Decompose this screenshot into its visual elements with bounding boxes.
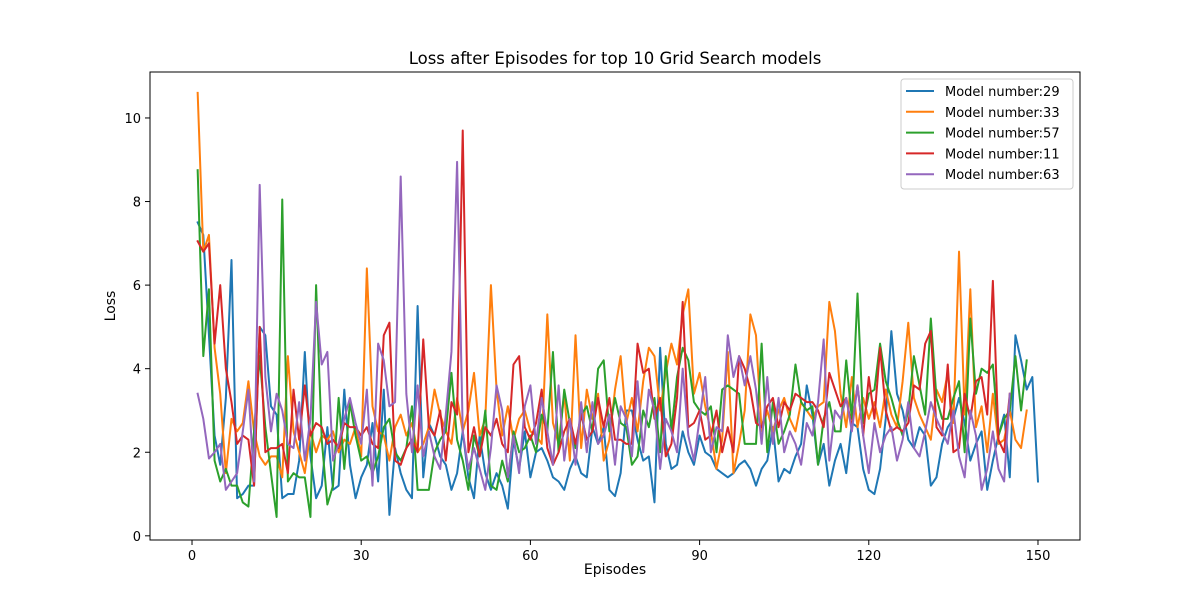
chart-title: Loss after Episodes for top 10 Grid Sear…: [409, 49, 822, 68]
y-tick-label: 10: [124, 112, 141, 127]
legend-label-4: Model number:11: [945, 147, 1060, 162]
y-tick-label: 4: [133, 363, 141, 378]
legend-label-5: Model number:63: [945, 168, 1060, 183]
series-line-4: [196, 129, 1011, 487]
series-line-1: [196, 221, 1040, 516]
legend: Model number:29 Model number:33 Model numb…: [900, 78, 1074, 190]
plot-frame: [149, 71, 1081, 541]
x-tick-label: 60: [522, 549, 539, 564]
legend-box: [900, 78, 1074, 190]
series-group: [196, 91, 1040, 519]
y-tick-label: 2: [133, 446, 141, 461]
series-line-5: [196, 160, 1011, 491]
x-tick-label: 30: [353, 549, 370, 564]
legend-label-2: Model number:33: [945, 106, 1060, 121]
y-tick-label: 6: [133, 279, 141, 294]
x-axis: 0 30 60 90 120 150: [188, 540, 1051, 564]
x-tick-label: 120: [856, 549, 881, 564]
x-tick-label: 150: [1026, 549, 1051, 564]
y-tick-label: 8: [133, 196, 141, 211]
x-axis-label: Episodes: [584, 562, 646, 578]
y-tick-label: 0: [133, 530, 141, 545]
legend-label-3: Model number:57: [945, 127, 1060, 142]
x-tick-label: 90: [691, 549, 708, 564]
y-axis-label: Loss: [103, 291, 119, 322]
x-tick-label: 0: [188, 549, 196, 564]
legend-label-1: Model number:29: [945, 85, 1060, 100]
y-axis: 0 2 4 6 8 10: [124, 112, 150, 545]
